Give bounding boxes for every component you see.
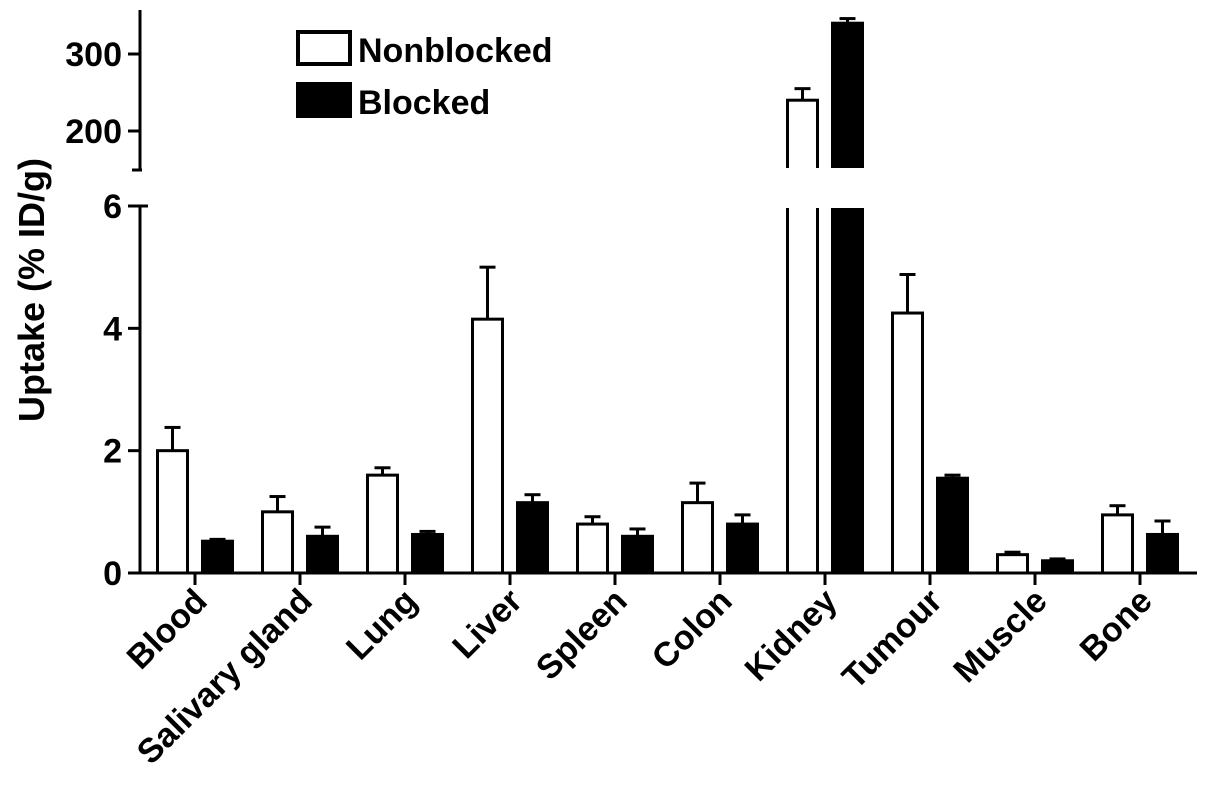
bar-nonblocked bbox=[996, 553, 1029, 575]
y-tick-label: 6 bbox=[103, 188, 122, 226]
bar-blocked bbox=[936, 476, 969, 575]
y-axis-label: Uptake (% ID/g) bbox=[11, 158, 52, 422]
bar-nonblocked bbox=[786, 204, 819, 575]
x-tick-label: Muscle bbox=[946, 582, 1054, 690]
bar-nonblocked bbox=[1101, 513, 1134, 575]
y-tick-label: 200 bbox=[65, 113, 122, 151]
legend-swatch bbox=[296, 30, 352, 66]
legend-label: Nonblocked bbox=[358, 32, 553, 70]
y-tick-label: 0 bbox=[103, 555, 122, 593]
bar-nonblocked bbox=[576, 522, 609, 575]
bars bbox=[156, 17, 1179, 575]
bar-blocked bbox=[621, 534, 654, 575]
x-tick-label: Tumour bbox=[835, 582, 950, 697]
bar-blocked bbox=[831, 204, 864, 575]
bar-blocked bbox=[726, 522, 759, 575]
legend-label: Blocked bbox=[358, 84, 490, 122]
x-tick-label: Blood bbox=[120, 582, 215, 677]
bar-nonblocked bbox=[366, 473, 399, 575]
bar-nonblocked bbox=[786, 98, 819, 172]
bar-blocked bbox=[1146, 532, 1179, 575]
bar-blocked bbox=[306, 534, 339, 575]
bar-blocked bbox=[1041, 559, 1074, 575]
bar-blocked bbox=[201, 539, 234, 575]
bar-nonblocked bbox=[471, 317, 504, 575]
bar-nonblocked bbox=[261, 510, 294, 575]
x-tick-label: Kidney bbox=[738, 582, 845, 689]
y-tick-label: 4 bbox=[103, 310, 122, 348]
bar-nonblocked bbox=[681, 501, 714, 575]
x-tick-label: Lung bbox=[339, 582, 425, 668]
y-tick-label: 300 bbox=[65, 36, 122, 74]
x-tick-label: Spleen bbox=[529, 582, 635, 688]
legend-swatch bbox=[296, 82, 352, 118]
x-tick-label: Colon bbox=[645, 582, 740, 677]
bar-nonblocked bbox=[156, 449, 189, 575]
bar-blocked bbox=[411, 532, 444, 575]
bar-blocked bbox=[831, 21, 864, 172]
y-axis: 0 2 4 6 200 300 bbox=[65, 10, 148, 593]
x-tick-label: Bone bbox=[1073, 582, 1160, 669]
x-tick-label: Liver bbox=[445, 582, 529, 666]
legend: Nonblocked Blocked bbox=[296, 30, 553, 122]
bar-blocked bbox=[516, 501, 549, 575]
bar-nonblocked bbox=[891, 311, 924, 575]
y-tick-label: 2 bbox=[103, 433, 122, 471]
